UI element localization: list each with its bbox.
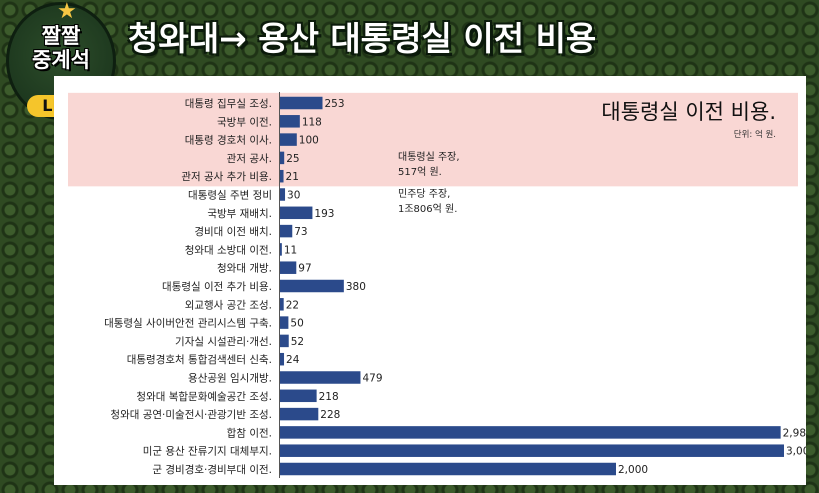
category-label: 경비대 이전 배치. [194,225,272,238]
bar [280,298,284,311]
chart-panel: 대통령 집무실 조성. 253 국방부 이전. 118 대통령 경호처 이사. 100 관저… [54,76,806,485]
category-label: 관저 공사 추가 비용. [181,171,272,183]
category-label: 합참 이전. [227,427,272,439]
bar [280,206,313,220]
bar [280,96,323,110]
category-label: 용산공원 임시개방. [188,372,272,385]
category-label: 대통령실 이전 추가 비용. [162,281,272,293]
bar [280,426,781,439]
value-label: 22 [286,299,299,311]
category-label: 청와대 공연·미술전시·관광기반 조성. [110,409,272,421]
bar [280,133,297,146]
bar [280,407,319,421]
value-label: 253 [325,98,345,110]
category-label: 기자실 시설관리·개선. [175,336,272,348]
highlight-band [68,92,798,187]
bar [280,261,297,274]
category-label: 군 경비경호·경비부대 이전. [152,463,272,476]
value-label: 52 [291,336,304,348]
star-icon: ★ [57,0,77,24]
category-label: 대통령경호처 통합검색센터 신축. [127,353,272,366]
value-label: 193 [314,208,334,220]
annotation-text: 1조806억 원. [398,203,457,215]
category-label: 청와대 복합문화예술공간 조성. [136,390,272,403]
annotation-text: 517억 원. [398,166,442,178]
category-label: 국방부 이전. [217,116,272,128]
value-label: 25 [286,153,299,165]
category-label: 청와대 개방. [217,263,272,275]
value-label: 479 [362,373,382,385]
category-label: 대통령실 사이버안전 관리시스템 구축. [104,318,272,330]
category-label: 외교행사 공간 조성. [185,299,272,311]
value-label: 30 [287,190,300,202]
category-label: 국방부 재배치. [207,208,272,220]
value-label: 2,000 [618,464,648,476]
chart-title: 대통령실 이전 비용. [601,100,776,124]
category-label: 대통령 경호처 이사. [185,134,272,147]
value-label: 73 [294,226,307,238]
badge-line-2: 중계석 [32,48,90,72]
category-label: 미군 용산 잔류기지 대체부지. [143,446,272,458]
bar [280,352,285,366]
unit-label: 단위: 억 원. [734,129,776,140]
category-label: 청와대 소방대 이전. [185,244,272,256]
value-label: 50 [290,318,303,330]
bar [280,334,289,348]
bar [280,188,286,201]
bar [280,444,784,457]
bar-chart: 대통령 집무실 조성. 253 국방부 이전. 118 대통령 경호처 이사. 100 관저… [68,92,806,478]
badge-line-1: 짤짤 [41,24,81,48]
bar [280,115,300,128]
bar [280,224,293,238]
value-label: 11 [284,244,297,256]
value-label: 97 [298,263,311,275]
bar [280,169,284,183]
bar [280,151,285,165]
value-label: 218 [319,391,339,403]
category-label: 관저 공사. [227,153,272,165]
bar [280,316,289,329]
bar [280,389,317,403]
bar [280,462,616,476]
value-label: 228 [320,409,340,421]
category-label: 대통령실 주변 정비 [188,190,272,202]
bar [280,243,282,256]
bar [280,371,361,384]
annotation-text: 대통령실 주장, [398,151,460,163]
annotation-text: 민주당 주장, [398,188,450,200]
page-title: 청와대→ 용산 대통령실 이전 비용 [128,19,597,58]
value-label: 118 [302,116,322,128]
value-label: 380 [346,281,366,293]
bar [280,279,344,293]
value-label: 24 [286,354,300,366]
value-label: 2,980 [783,427,806,439]
category-label: 대통령 집무실 조성. [185,98,272,110]
value-label: 21 [286,171,299,183]
value-label: 3,000 [786,446,806,458]
value-label: 100 [299,135,319,147]
